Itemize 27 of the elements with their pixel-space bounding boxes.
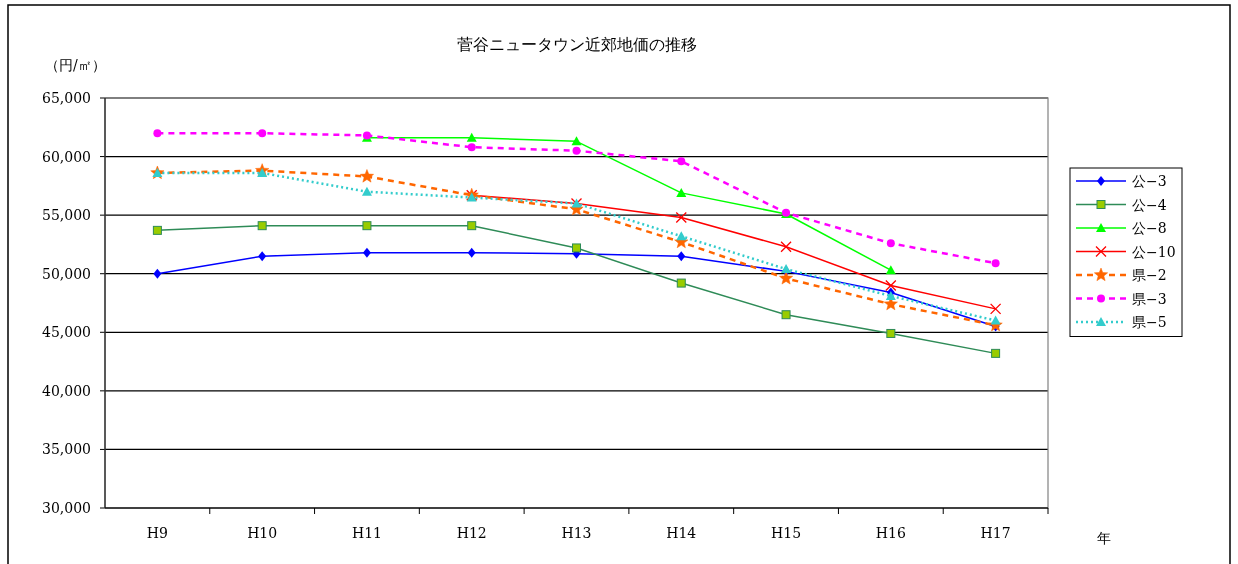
y-tick-label: 45,000: [42, 324, 91, 341]
y-tick-label: 60,000: [42, 148, 91, 165]
legend-label: 公−8: [1132, 220, 1167, 236]
x-tick-label: H13: [561, 525, 592, 541]
legend-label: 公−3: [1132, 173, 1167, 189]
legend-label: 県−5: [1132, 314, 1167, 330]
x-tick-label: H12: [456, 525, 487, 541]
legend-label: 公−4: [1132, 196, 1167, 213]
x-tick-label: H15: [771, 525, 802, 541]
x-tick-label: H11: [351, 525, 382, 541]
x-tick-label: H17: [980, 525, 1011, 541]
y-axis-title: （円/㎡）: [45, 57, 106, 73]
x-tick-label: H14: [666, 525, 697, 541]
legend-label: 県−3: [1132, 290, 1167, 307]
y-tick-label: 65,000: [42, 90, 91, 106]
chart-title: 菅谷ニュータウン近郊地価の推移: [456, 35, 697, 54]
y-tick-label: 50,000: [42, 265, 91, 282]
y-tick-label: 35,000: [42, 441, 91, 458]
x-tick-label: H9: [146, 525, 168, 541]
y-tick-label: 55,000: [42, 207, 91, 224]
legend-label: 県−2: [1132, 267, 1167, 283]
y-tick-label: 30,000: [42, 500, 91, 516]
x-tick-label: H16: [875, 525, 906, 541]
y-tick-label: 40,000: [42, 382, 91, 399]
legend-label: 公−10: [1132, 243, 1176, 260]
x-tick-label: H10: [247, 525, 278, 541]
x-axis-title: 年: [1097, 530, 1111, 546]
